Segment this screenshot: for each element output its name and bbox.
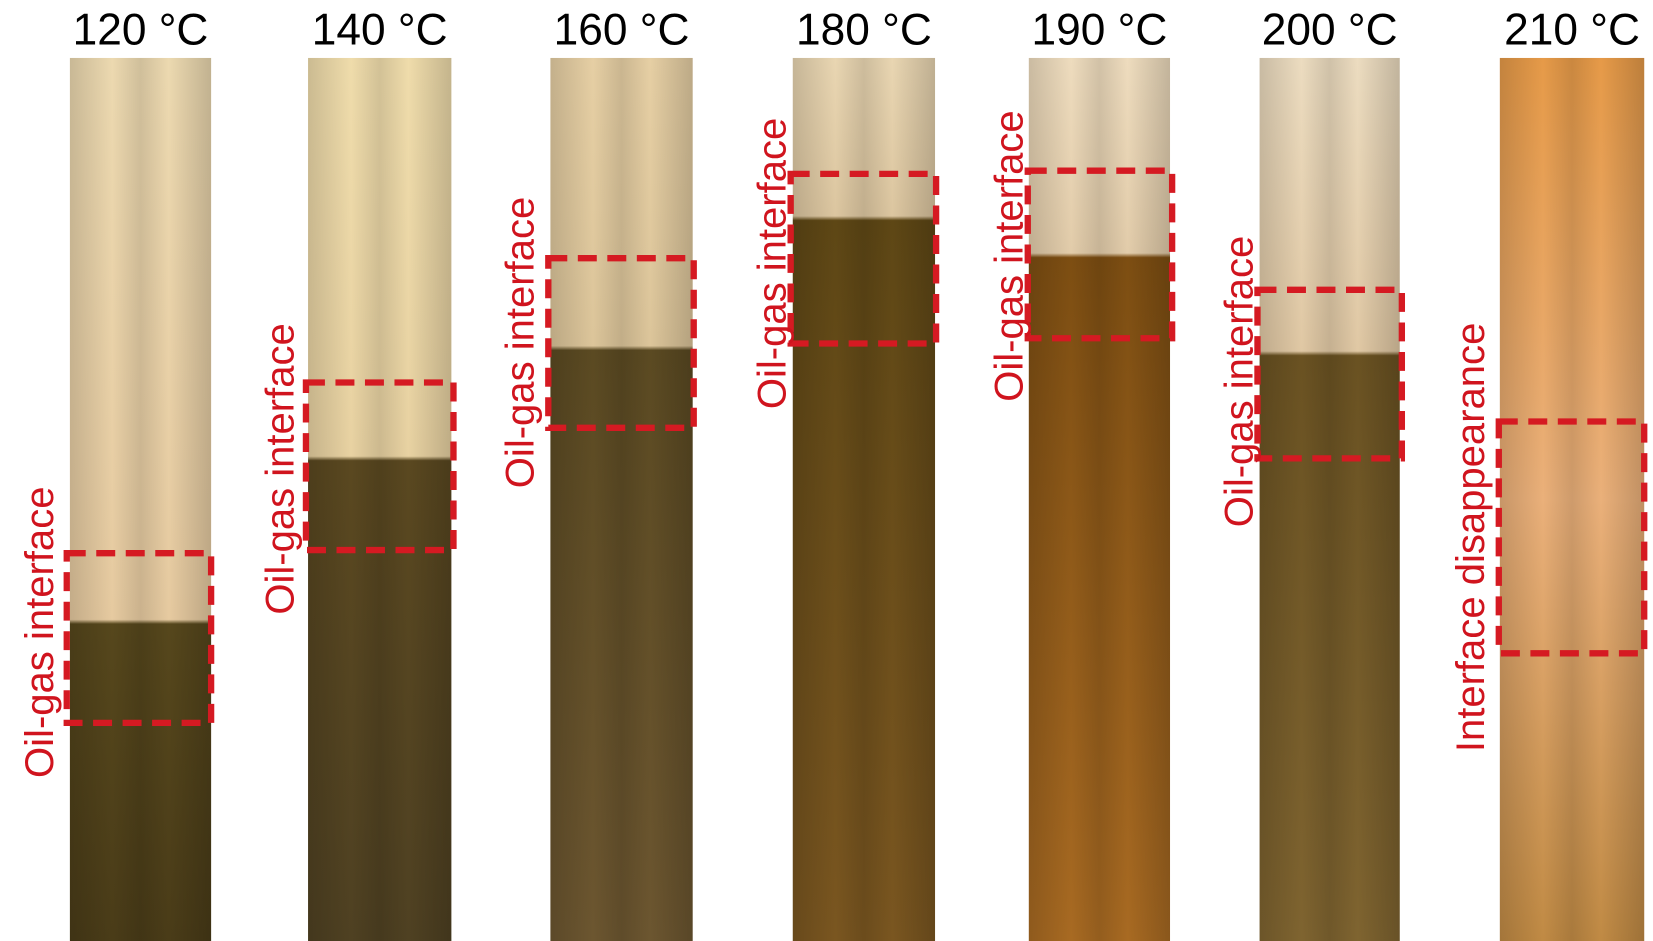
interface-label: Oil-gas interface <box>1217 236 1261 527</box>
tube-shading <box>69 57 212 941</box>
interface-box <box>63 550 215 727</box>
tube-shading <box>1028 57 1171 941</box>
interface-box <box>545 255 697 431</box>
panel: 200 °C Oil-gas interface <box>1217 5 1406 941</box>
panel-title: 190 °C <box>1032 5 1168 54</box>
panel: 180 °C Oil-gas interface <box>750 5 940 941</box>
panel: 120 °C Oil-gas interface <box>18 5 215 941</box>
interface-label: Interface disappearance <box>1449 323 1493 753</box>
interface-label: Oil-gas interface <box>988 110 1032 401</box>
tube-shading <box>550 57 693 941</box>
panel: 140 °C Oil-gas interface <box>258 5 457 941</box>
interface-label: Oil-gas interface <box>499 197 543 488</box>
interface-label: Oil-gas interface <box>750 118 794 409</box>
panel-title: 180 °C <box>796 5 932 54</box>
tube-shading <box>1499 57 1645 941</box>
interface-box <box>1024 167 1176 342</box>
interface-box <box>1254 286 1406 462</box>
interface-box <box>302 379 457 554</box>
interface-box <box>1495 418 1648 657</box>
panel-title: 210 °C <box>1504 5 1640 54</box>
panels: 120 °C Oil-gas interface 140 °C Oil-gas int… <box>18 5 1648 941</box>
panel-title: 160 °C <box>554 5 690 54</box>
tube-shading <box>1259 57 1400 941</box>
panel: 160 °C Oil-gas interface <box>499 5 697 941</box>
panel-title: 120 °C <box>73 5 209 54</box>
tube-shading <box>308 57 452 941</box>
panel: 190 °C Oil-gas interface <box>988 5 1176 941</box>
interface-label: Oil-gas interface <box>258 323 302 614</box>
interface-label: Oil-gas interface <box>18 487 62 778</box>
panel-title: 140 °C <box>312 5 448 54</box>
tube-shading <box>792 57 936 941</box>
panel-title: 200 °C <box>1262 5 1398 54</box>
interface-box <box>787 170 940 347</box>
panel: 210 °C Interface disappearance <box>1449 5 1648 941</box>
